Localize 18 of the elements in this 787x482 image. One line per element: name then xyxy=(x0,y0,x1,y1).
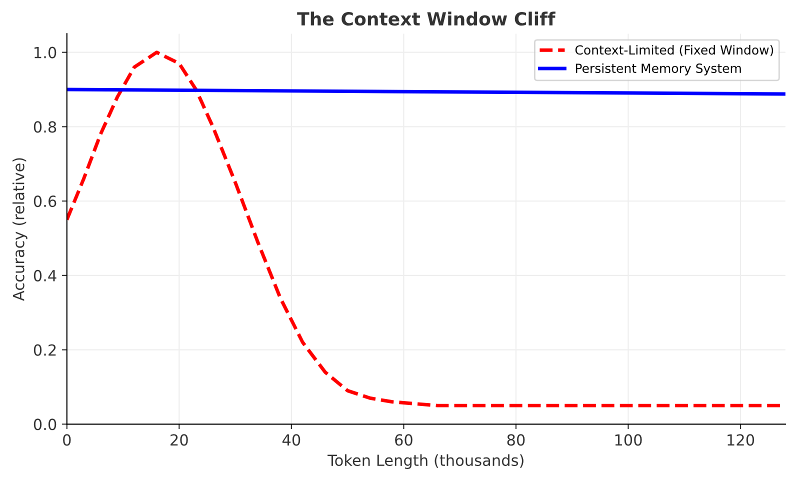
x-tick-label: 40 xyxy=(282,434,300,446)
x-tick-label: 120 xyxy=(728,434,754,446)
y-tick-label: 0.8 xyxy=(34,121,56,133)
x-tick-label: 100 xyxy=(615,434,642,446)
x-tick-label: 80 xyxy=(507,434,525,446)
y-tick-label: 0.4 xyxy=(34,270,56,282)
legend-label: Context-Limited (Fixed Window) xyxy=(575,44,774,56)
y-tick-label: 0.0 xyxy=(34,418,56,430)
legend-label: Persistent Memory System xyxy=(576,63,741,76)
x-tick-label: 60 xyxy=(395,434,412,446)
y-axis-title: Accuracy (relative) xyxy=(12,158,28,301)
y-tick-label: 1.0 xyxy=(34,46,56,58)
y-tick-label: 0.6 xyxy=(34,196,56,208)
x-tick-label: 20 xyxy=(170,434,188,446)
x-tick-label: 0 xyxy=(63,434,71,446)
chart-title: The Context Window Cliff xyxy=(297,12,556,26)
x-axis-title: Token Length (thousands) xyxy=(328,454,524,470)
y-tick-label: 0.2 xyxy=(34,344,56,356)
